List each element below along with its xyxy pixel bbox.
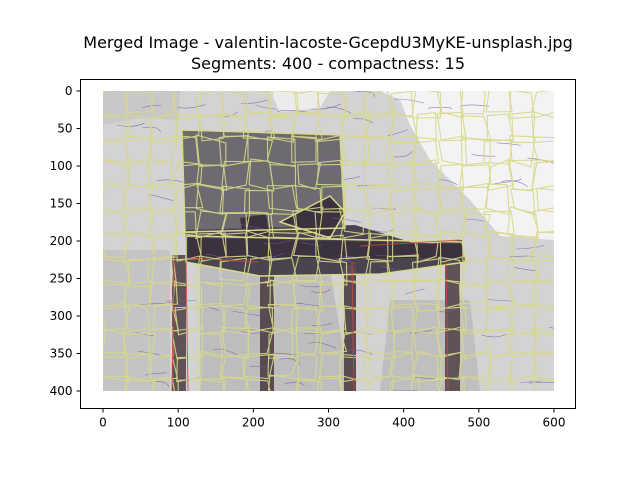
x-tick-label: 300	[317, 416, 340, 430]
x-tick-label: 400	[392, 416, 415, 430]
y-tick-label: 200	[50, 234, 73, 248]
x-tick-label: 500	[467, 416, 490, 430]
chart-title-line-2: Segments: 400 - compactness: 15	[191, 54, 465, 73]
y-tick-label: 150	[50, 197, 73, 211]
y-tick-label: 50	[57, 122, 72, 136]
y-tick-label: 400	[50, 384, 73, 398]
y-tick-label: 350	[50, 347, 73, 361]
y-tick-label: 300	[50, 309, 73, 323]
x-tick-label: 0	[99, 416, 107, 430]
x-tick-label: 100	[167, 416, 190, 430]
x-tick-label: 200	[242, 416, 265, 430]
y-tick-label: 250	[50, 272, 73, 286]
floor-shadow-left	[103, 250, 170, 391]
y-tick-label: 0	[65, 84, 73, 98]
segmented-image	[99, 87, 578, 407]
chart-title-line-1: Merged Image - valentin-lacoste-GcepdU3M…	[83, 33, 572, 52]
x-tick-label: 600	[543, 416, 566, 430]
y-tick-label: 100	[50, 159, 73, 173]
chair-joint	[240, 214, 270, 244]
